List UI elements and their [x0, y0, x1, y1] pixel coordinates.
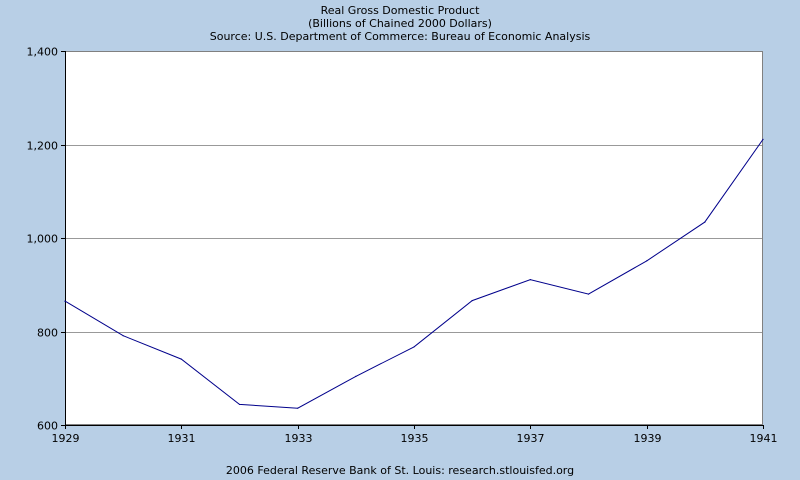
data-point: [64, 300, 66, 302]
y-tick-label: 600: [37, 420, 58, 433]
data-point: [238, 403, 241, 406]
data-point: [413, 346, 415, 348]
x-tick-label: 1935: [401, 432, 429, 445]
data-point: [529, 279, 531, 281]
axes: 600 800 1,000 1,200 1,400 1929 1931 1933 1935 193…: [27, 46, 778, 446]
data-point: [762, 138, 764, 140]
chart-footer: 2006 Federal Reserve Bank of St. Louis: …: [225, 464, 575, 477]
data-point: [587, 293, 590, 295]
y-tick-label: 1,200: [27, 140, 59, 153]
data-point: [122, 335, 124, 337]
data-point: [646, 260, 648, 262]
x-tick-label: 1931: [168, 432, 196, 445]
series-group: [64, 138, 764, 409]
x-tick-label: 1933: [285, 432, 313, 445]
data-point: [297, 407, 299, 409]
chart-source: Source: U.S. Department of Commerce: Bur…: [209, 30, 591, 43]
chart-title: Real Gross Domestic Product: [320, 4, 480, 17]
gridlines: [65, 145, 763, 333]
chart-subtitle: (Billions of Chained 2000 Dollars): [308, 17, 492, 30]
y-tick-label: 1,000: [27, 233, 59, 246]
y-tick-label: 800: [37, 327, 58, 340]
x-tick-label: 1929: [52, 432, 80, 445]
data-point: [355, 375, 357, 377]
data-point: [471, 300, 473, 302]
data-point: [704, 221, 706, 223]
y-tick-label: 1,400: [27, 46, 59, 59]
data-point: [180, 358, 182, 360]
x-tick-label: 1941: [750, 432, 778, 445]
x-tick-label: 1939: [634, 432, 662, 445]
x-tick-label: 1937: [517, 432, 545, 445]
